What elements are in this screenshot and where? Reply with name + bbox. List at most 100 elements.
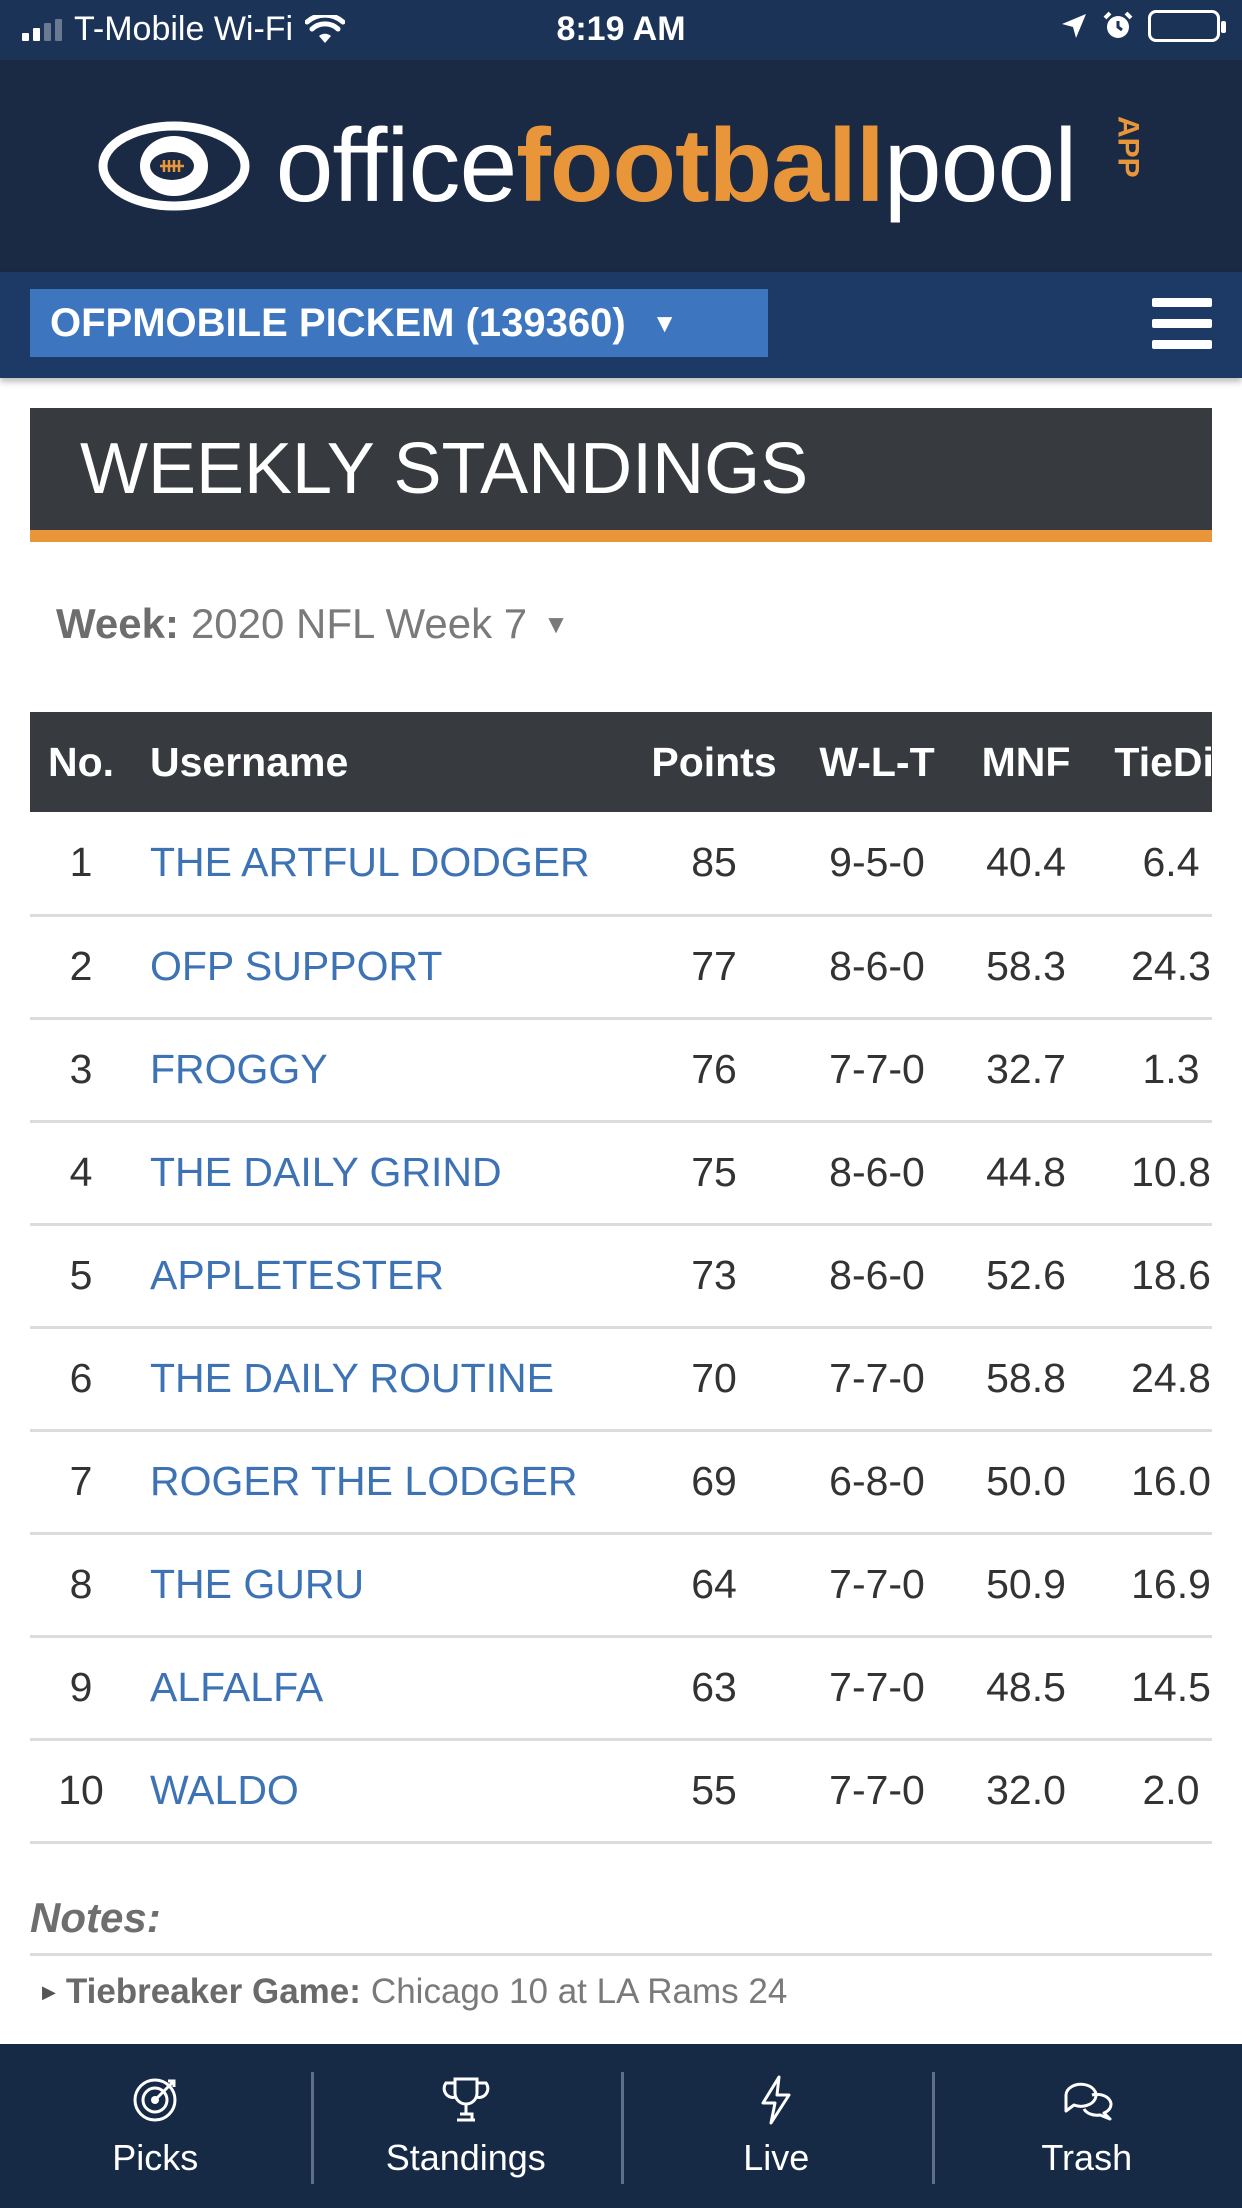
pool-selector-dropdown[interactable]: OFPMOBILE PICKEM (139360) ▼: [30, 289, 768, 357]
tiedif-cell: 18.6: [1131, 1252, 1211, 1298]
tab-standings[interactable]: Standings: [310, 2044, 622, 2208]
wlt-cell: 6-8-0: [829, 1458, 925, 1504]
wlt-cell: 7-7-0: [829, 1046, 925, 1092]
tiedif-cell: 16.0: [1131, 1458, 1211, 1504]
table-row: 9 ALFALFA 63 7-7-0 48.5 14.5: [30, 1636, 1212, 1739]
brand-football: football: [516, 108, 884, 224]
wlt-cell: 8-6-0: [829, 943, 925, 989]
mnf-cell: 58.3: [986, 943, 1066, 989]
status-time: 8:19 AM: [556, 10, 686, 48]
wlt-cell: 7-7-0: [829, 1767, 925, 1813]
rank-cell: 1: [69, 839, 93, 886]
username-link[interactable]: ALFALFA: [150, 1664, 324, 1710]
points-cell: 76: [691, 1046, 737, 1092]
rank-cell: 5: [69, 1252, 93, 1298]
cellular-signal-icon: [22, 18, 62, 41]
points-cell: 75: [691, 1149, 737, 1195]
status-bar: T-Mobile Wi-Fi 8:19 AM: [0, 0, 1242, 60]
hamburger-menu-button[interactable]: [1152, 298, 1212, 350]
brand-wordmark: officefootballpool: [276, 114, 1078, 218]
tab-live-label: Live: [743, 2137, 810, 2178]
username-link[interactable]: WALDO: [150, 1767, 299, 1813]
location-arrow-icon: [1062, 14, 1086, 38]
column-header-points[interactable]: Points: [651, 738, 777, 785]
notes-divider: [30, 1953, 1212, 1956]
bottom-tab-bar: Picks Standings Live Trash: [0, 2044, 1242, 2208]
table-row: 1 THE ARTFUL DODGER 85 9-5-0 40.4 6.4: [30, 812, 1212, 915]
trophy-icon: [442, 2077, 490, 2122]
tiebreaker-label: Tiebreaker Game:: [65, 1972, 361, 2011]
carrier-name: T-Mobile Wi-Fi: [74, 10, 294, 48]
table-header-row: No. Username Points W-L-T MNF TieDif: [30, 712, 1212, 812]
column-header-mnf[interactable]: MNF: [981, 738, 1071, 785]
mnf-cell: 40.4: [986, 839, 1066, 886]
target-icon: [133, 2078, 177, 2122]
username-link[interactable]: OFP SUPPORT: [150, 943, 443, 989]
rank-cell: 2: [69, 943, 93, 989]
week-selector[interactable]: Week: 2020 NFL Week 7 ▼: [56, 600, 569, 648]
table-row: 2 OFP SUPPORT 77 8-6-0 58.3 24.3: [30, 915, 1212, 1018]
tiedif-cell: 24.8: [1131, 1355, 1211, 1401]
brand-logo[interactable]: officefootballpool APP: [98, 114, 1145, 218]
tiebreaker-note[interactable]: ▶ Tiebreaker Game: Chicago 10 at LA Rams…: [42, 1972, 787, 2012]
caret-down-icon: ▼: [543, 608, 569, 639]
username-link[interactable]: FROGGY: [150, 1046, 328, 1092]
football-eye-icon: [98, 121, 250, 211]
username-link[interactable]: THE GURU: [150, 1561, 365, 1607]
tiedif-cell: 10.8: [1131, 1149, 1211, 1195]
wifi-icon: [305, 14, 346, 43]
column-header-wlt[interactable]: W-L-T: [819, 738, 935, 785]
brand-office: office: [275, 108, 518, 224]
status-right: [1060, 10, 1226, 42]
points-cell: 73: [691, 1252, 737, 1298]
wlt-cell: 7-7-0: [829, 1561, 925, 1607]
username-link[interactable]: THE DAILY GRIND: [150, 1149, 502, 1195]
username-link[interactable]: THE DAILY ROUTINE: [150, 1355, 554, 1401]
username-link[interactable]: APPLETESTER: [150, 1252, 444, 1298]
column-header-no[interactable]: No.: [47, 738, 115, 785]
tiedif-cell: 16.9: [1131, 1561, 1211, 1607]
table-row: 3 FROGGY 76 7-7-0 32.7 1.3: [30, 1018, 1212, 1121]
alarm-clock-icon: [1103, 11, 1133, 38]
page-title: WEEKLY STANDINGS: [30, 408, 1212, 542]
rank-cell: 4: [69, 1149, 93, 1195]
wlt-cell: 8-6-0: [829, 1252, 925, 1298]
points-cell: 69: [691, 1458, 737, 1504]
mnf-cell: 44.8: [986, 1149, 1066, 1195]
username-link[interactable]: THE ARTFUL DODGER: [150, 839, 590, 886]
battery-icon: [1148, 10, 1226, 42]
rank-cell: 7: [69, 1458, 93, 1504]
column-header-tiedif[interactable]: TieDif: [1114, 738, 1212, 785]
brand-app-tag: APP: [1111, 116, 1145, 178]
table-row: 10 WALDO 55 7-7-0 32.0 2.0: [30, 1739, 1212, 1842]
tab-trash-label: Trash: [1041, 2137, 1133, 2178]
tab-picks-label: Picks: [112, 2137, 199, 2178]
app-header: officefootballpool APP: [0, 60, 1242, 272]
points-cell: 85: [691, 839, 737, 886]
tiedif-cell: 6.4: [1142, 839, 1200, 886]
tiebreaker-value: Chicago 10 at LA Rams 24: [370, 1972, 788, 2011]
tab-standings-label: Standings: [385, 2137, 546, 2178]
column-header-username[interactable]: Username: [150, 738, 349, 785]
points-cell: 70: [691, 1355, 737, 1401]
mnf-cell: 50.0: [986, 1458, 1066, 1504]
table-row: 7 ROGER THE LODGER 69 6-8-0 50.0 16.0: [30, 1430, 1212, 1533]
caret-down-icon: ▼: [651, 307, 678, 338]
tab-trash[interactable]: Trash: [931, 2044, 1242, 2208]
tab-live[interactable]: Live: [621, 2044, 932, 2208]
table-row: 6 THE DAILY ROUTINE 70 7-7-0 58.8 24.8: [30, 1327, 1212, 1430]
rank-cell: 9: [69, 1664, 93, 1710]
tiedif-cell: 14.5: [1131, 1664, 1211, 1710]
notes-title: Notes:: [30, 1894, 161, 1941]
mnf-cell: 50.9: [986, 1561, 1066, 1607]
rank-cell: 8: [69, 1561, 93, 1607]
username-link[interactable]: ROGER THE LODGER: [150, 1458, 578, 1504]
brand-pool: pool: [883, 108, 1078, 224]
rank-cell: 6: [69, 1355, 93, 1401]
wlt-cell: 7-7-0: [829, 1355, 925, 1401]
tab-picks[interactable]: Picks: [0, 2044, 311, 2208]
tiedif-cell: 1.3: [1142, 1046, 1200, 1092]
standings-table: No. Username Points W-L-T MNF TieDif 1 TH…: [30, 712, 1212, 1844]
lightning-icon: [761, 2075, 791, 2125]
table-row: 5 APPLETESTER 73 8-6-0 52.6 18.6: [30, 1224, 1212, 1327]
